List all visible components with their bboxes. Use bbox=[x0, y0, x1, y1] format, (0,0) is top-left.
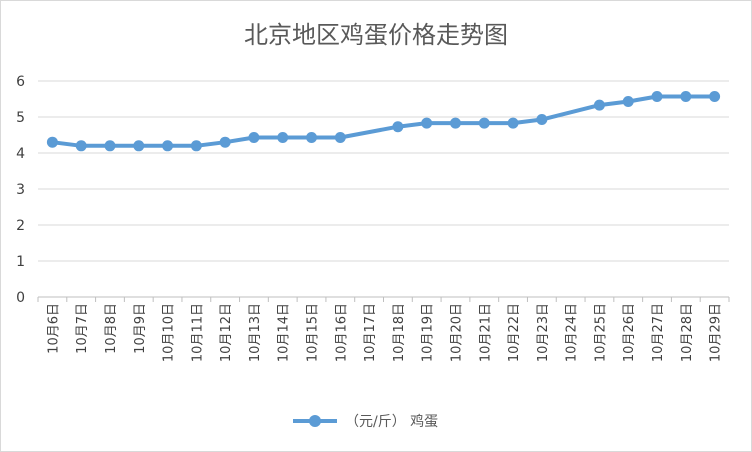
x-tick-label: 10月8日 bbox=[104, 303, 119, 354]
x-tick-label: 10月28日 bbox=[680, 303, 695, 362]
y-tick-label: 3 bbox=[16, 182, 25, 198]
x-tick-label: 10月12日 bbox=[219, 303, 234, 362]
x-tick-label: 10月7日 bbox=[75, 303, 90, 354]
data-point bbox=[162, 140, 174, 152]
x-tick-label: 10月13日 bbox=[248, 303, 263, 362]
y-axis-ticks: 0 1 2 3 4 5 6 bbox=[16, 74, 25, 306]
x-axis bbox=[37, 296, 730, 302]
x-tick-label: 10月29日 bbox=[709, 303, 724, 362]
x-tick-label: 10月27日 bbox=[651, 303, 666, 362]
data-point bbox=[306, 132, 318, 144]
data-point bbox=[46, 136, 58, 148]
data-point bbox=[75, 140, 87, 152]
x-tick-label: 10月9日 bbox=[133, 303, 148, 354]
y-tick-label: 4 bbox=[16, 146, 25, 162]
legend-label: （元/斤） 鸡蛋 bbox=[345, 413, 438, 430]
x-axis-ticks: 10月6日 10月7日 10月8日 10月9日 10月10日 10月11日 10月12日 10… bbox=[46, 303, 723, 362]
data-point bbox=[190, 140, 202, 152]
y-tick-label: 5 bbox=[16, 110, 25, 126]
x-tick-label: 10月10日 bbox=[162, 303, 177, 362]
x-tick-label: 10月6日 bbox=[46, 303, 61, 354]
legend: （元/斤） 鸡蛋 bbox=[293, 413, 438, 430]
y-tick-label: 1 bbox=[16, 254, 25, 270]
data-point bbox=[334, 132, 346, 144]
x-tick-label: 10月24日 bbox=[565, 303, 580, 362]
x-tick-label: 10月18日 bbox=[392, 303, 407, 362]
data-point bbox=[680, 90, 692, 102]
x-tick-label: 10月14日 bbox=[277, 303, 292, 362]
legend-marker bbox=[309, 415, 321, 427]
data-point bbox=[478, 117, 490, 129]
data-point bbox=[536, 114, 548, 126]
gridlines bbox=[38, 80, 729, 262]
x-tick-label: 10月21日 bbox=[478, 303, 493, 362]
data-point bbox=[593, 99, 605, 111]
x-tick-label: 10月11日 bbox=[190, 303, 205, 362]
x-tick-label: 10月16日 bbox=[334, 303, 349, 362]
data-point bbox=[104, 140, 116, 152]
x-tick-label: 10月22日 bbox=[507, 303, 522, 362]
data-point bbox=[651, 90, 663, 102]
data-point bbox=[133, 140, 145, 152]
data-point bbox=[392, 121, 404, 133]
data-point bbox=[219, 136, 231, 148]
data-point bbox=[248, 132, 260, 144]
x-tick-label: 10月26日 bbox=[622, 303, 637, 362]
x-tick-label: 10月15日 bbox=[306, 303, 321, 362]
series-group bbox=[46, 90, 721, 152]
x-tick-label: 10月17日 bbox=[363, 303, 378, 362]
y-tick-label: 2 bbox=[16, 218, 25, 234]
x-tick-label: 10月23日 bbox=[536, 303, 551, 362]
x-tick-label: 10月20日 bbox=[449, 303, 464, 362]
data-point bbox=[449, 117, 461, 129]
data-point bbox=[507, 117, 519, 129]
chart-title: 北京地区鸡蛋价格走势图 bbox=[244, 21, 508, 49]
series-line bbox=[52, 94, 715, 148]
data-point bbox=[421, 117, 433, 129]
data-point bbox=[277, 132, 289, 144]
data-point bbox=[622, 96, 634, 108]
y-tick-label: 0 bbox=[16, 290, 25, 306]
x-tick-label: 10月19日 bbox=[421, 303, 436, 362]
data-point bbox=[709, 90, 721, 102]
x-tick-label: 10月25日 bbox=[593, 303, 608, 362]
y-tick-label: 6 bbox=[16, 74, 25, 90]
